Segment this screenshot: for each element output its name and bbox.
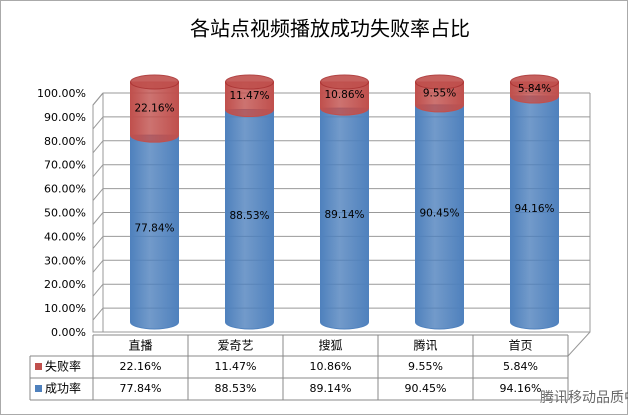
table-cell: 90.45%	[405, 382, 447, 395]
tick-diag	[92, 164, 104, 178]
y-tick-label: 80.00%	[44, 135, 86, 148]
value-label: 94.16%	[514, 203, 554, 215]
value-label: 22.16%	[134, 103, 174, 115]
bar-segment	[130, 81, 179, 143]
table-cell: 94.16%	[500, 382, 542, 395]
value-label: 10.86%	[324, 89, 364, 101]
table-cell: 5.84%	[503, 360, 538, 373]
chart-title: 各站点视频播放成功失败率占比	[190, 17, 470, 41]
legend-label: 失败率	[45, 359, 81, 374]
y-tick-label: 30.00%	[44, 254, 86, 267]
table-cell: 9.55%	[408, 360, 443, 373]
value-label: 89.14%	[324, 209, 364, 221]
y-tick-label: 100.00%	[37, 87, 86, 100]
y-tick-label: 10.00%	[44, 302, 86, 315]
tick-diag	[92, 116, 104, 130]
table-cell: 88.53%	[215, 382, 257, 395]
cylinder-top	[320, 74, 369, 90]
table-cell: 77.84%	[120, 382, 162, 395]
cylinder-top	[225, 74, 274, 90]
y-tick-label: 40.00%	[44, 230, 86, 243]
x-tick-label: 首页	[508, 339, 532, 353]
y-tick-label: 0.00%	[51, 326, 86, 339]
x-tick-label: 爱奇艺	[217, 339, 253, 353]
cylinder-top	[415, 74, 464, 90]
y-tick-label: 50.00%	[44, 207, 86, 220]
value-label: 11.47%	[229, 90, 269, 102]
bar-segment	[320, 81, 369, 116]
table-cell: 89.14%	[310, 382, 352, 395]
value-label: 77.84%	[134, 223, 174, 235]
y-tick-label: 20.00%	[44, 278, 86, 291]
bar-segment	[320, 107, 369, 330]
tick-diag	[92, 140, 104, 154]
tick-diag	[92, 188, 104, 201]
x-tick-label: 直播	[128, 339, 152, 353]
legend-label: 成功率	[45, 381, 81, 396]
watermark: 腾讯移动品质中心TMQ	[540, 389, 628, 406]
tick-diag	[92, 283, 104, 297]
table-cell: 10.86%	[310, 360, 352, 373]
value-label: 5.84%	[518, 83, 551, 95]
bar-segment	[130, 134, 179, 330]
tick-diag	[92, 236, 104, 249]
value-label: 9.55%	[423, 87, 456, 99]
tick-diag	[92, 92, 104, 106]
x-tick-label: 搜狐	[318, 338, 342, 353]
x-tick-label: 腾讯	[413, 338, 437, 353]
bar-segment	[510, 95, 559, 330]
value-label: 90.45%	[419, 207, 459, 219]
bar-segment	[225, 109, 274, 330]
cylinder-top	[510, 74, 559, 90]
legend-swatch	[35, 385, 42, 392]
value-label: 88.53%	[229, 210, 269, 222]
table-cell: 22.16%	[120, 360, 162, 373]
y-tick-label: 60.00%	[44, 183, 86, 196]
tick-diag	[92, 212, 104, 225]
tick-diag	[92, 259, 104, 273]
y-tick-label: 90.00%	[44, 111, 86, 124]
bar-segment	[225, 81, 274, 118]
tick-diag	[92, 307, 104, 321]
bar-segment	[415, 81, 464, 113]
bar-segment	[415, 104, 464, 330]
cylinder-top	[130, 74, 179, 90]
y-tick-label: 70.00%	[44, 159, 86, 172]
legend-swatch	[35, 363, 42, 370]
table-cell: 11.47%	[215, 360, 257, 373]
